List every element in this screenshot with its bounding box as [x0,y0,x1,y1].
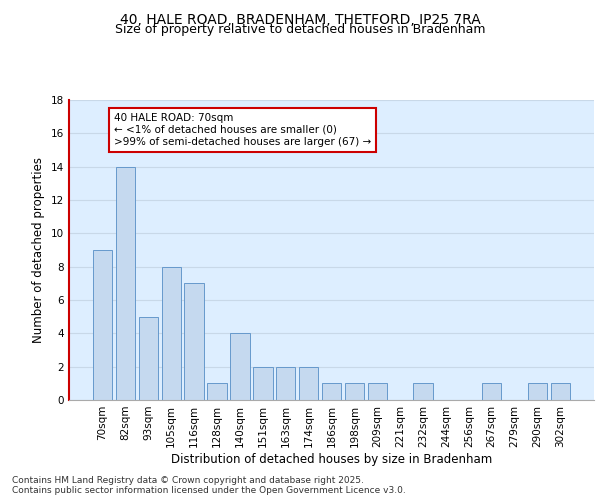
Bar [253,366,272,400]
Bar [299,366,319,400]
Bar [344,384,364,400]
Text: 40, HALE ROAD, BRADENHAM, THETFORD, IP25 7RA: 40, HALE ROAD, BRADENHAM, THETFORD, IP25… [119,12,481,26]
Bar [116,166,135,400]
Bar [276,366,295,400]
Bar [482,384,502,400]
Text: Size of property relative to detached houses in Bradenham: Size of property relative to detached ho… [115,22,485,36]
Bar [368,384,387,400]
Bar [322,384,341,400]
Bar [139,316,158,400]
Bar [413,384,433,400]
Bar [161,266,181,400]
Bar [528,384,547,400]
Y-axis label: Number of detached properties: Number of detached properties [32,157,46,343]
Bar [551,384,570,400]
X-axis label: Distribution of detached houses by size in Bradenham: Distribution of detached houses by size … [171,452,492,466]
Bar [93,250,112,400]
Bar [208,384,227,400]
Bar [184,284,204,400]
Text: 40 HALE ROAD: 70sqm
← <1% of detached houses are smaller (0)
>99% of semi-detach: 40 HALE ROAD: 70sqm ← <1% of detached ho… [114,114,371,146]
Text: Contains HM Land Registry data © Crown copyright and database right 2025.
Contai: Contains HM Land Registry data © Crown c… [12,476,406,495]
Bar [230,334,250,400]
